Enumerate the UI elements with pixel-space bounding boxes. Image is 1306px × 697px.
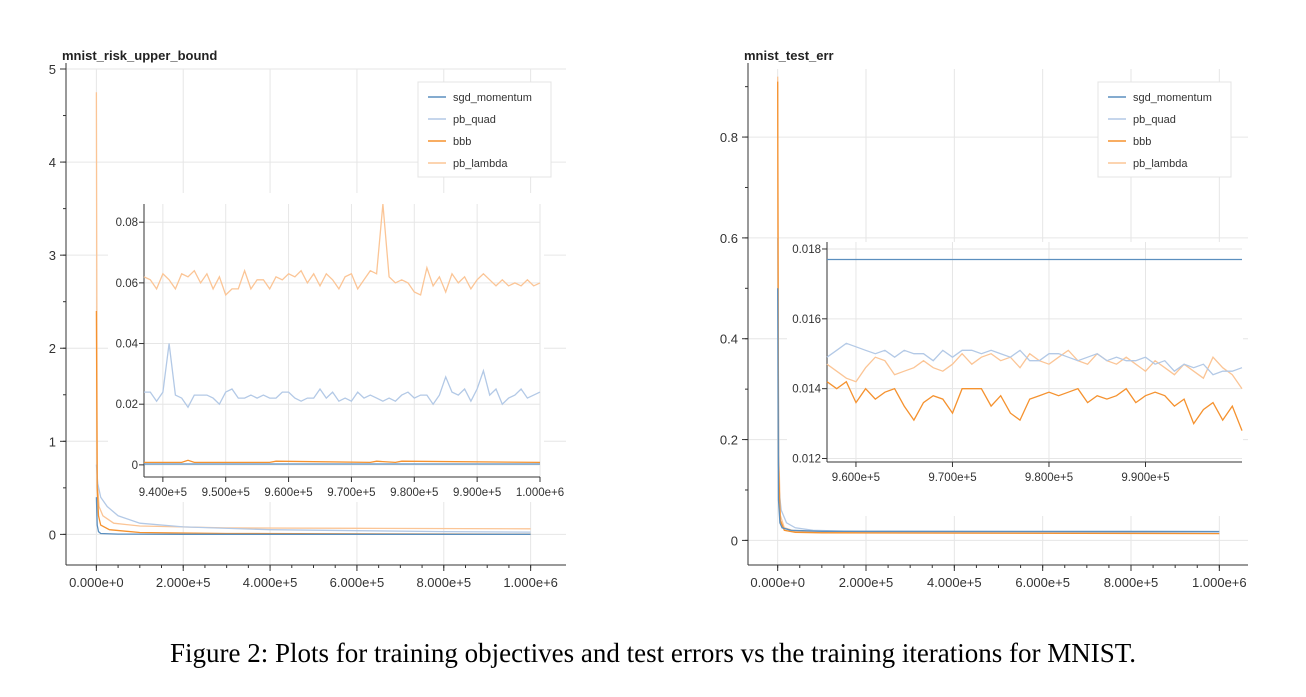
x-tick-label: 2.000e+5: [839, 575, 894, 590]
inset-background: [787, 242, 1243, 516]
inset-x-tick-label: 9.700e+5: [928, 472, 976, 484]
inset-y-tick-label: 0.016: [792, 314, 821, 326]
x-tick-label: 1.000e+6: [1192, 575, 1247, 590]
series-line-sgd_momentum: [95, 497, 531, 535]
x-tick-label: 4.000e+5: [927, 575, 982, 590]
inset-x-tick-label: 9.800e+5: [1025, 472, 1073, 484]
inset-series-line-pb_lambda: [826, 349, 1243, 390]
x-tick-label: 1.000e+6: [503, 575, 558, 590]
inset-x-tick-label: 9.800e+5: [390, 487, 438, 499]
inset-x-tick-label: 9.700e+5: [327, 487, 375, 499]
y-tick-label: 0: [731, 533, 738, 548]
y-tick-label: 0.8: [720, 130, 738, 145]
legend-box: [1097, 81, 1232, 178]
y-tick-label: 1: [49, 434, 56, 449]
y-tick-label: 4: [49, 155, 56, 170]
inset-x-tick-label: 9.500e+5: [202, 487, 250, 499]
inset-y-tick-label: 0.018: [792, 244, 821, 256]
inset-y-tick-label: 0: [132, 460, 138, 472]
inset-y-tick-label: 0.012: [792, 454, 821, 466]
legend-label: bbb: [1133, 136, 1151, 148]
inset-y-tick-label: 0.06: [116, 278, 138, 290]
x-tick-label: 4.000e+5: [243, 575, 298, 590]
inset-x-tick-label: 1.000e+6: [516, 487, 564, 499]
inset-y-tick-label: 0.04: [116, 339, 139, 351]
legend-label: sgd_momentum: [453, 92, 532, 104]
chart-title: mnist_risk_upper_bound: [62, 48, 217, 63]
series-line-sgd_momentum: [777, 288, 1220, 533]
x-tick-label: 0.000e+0: [69, 575, 124, 590]
figure-canvas: mnist_risk_upper_bound 0 1 2 3 4 5 0.000e+0 2.00…: [49, 48, 1248, 590]
legend-label: sgd_momentum: [1133, 92, 1212, 104]
x-tick-label: 2.000e+5: [156, 575, 211, 590]
inset-series-line-pb_quad: [144, 343, 541, 409]
series-line-pb_quad: [95, 464, 531, 533]
y-tick-label: 2: [49, 341, 56, 356]
y-tick-label: 0.4: [720, 332, 738, 347]
inset-y-tick-label: 0.08: [116, 217, 138, 229]
inset-series-line-pb_quad: [826, 342, 1243, 376]
legend-label: bbb: [453, 136, 471, 148]
y-tick-label: 0: [49, 527, 56, 542]
x-tick-label: 8.000e+5: [416, 575, 471, 590]
inset-chart: 0 0.02 0.04 0.06 0.08 9.400e+5 9.500e+5 9.600e+…: [108, 193, 564, 502]
inset-x-tick-label: 9.600e+5: [264, 487, 312, 499]
y-tick-label: 3: [49, 248, 56, 263]
x-tick-label: 0.000e+0: [750, 575, 805, 590]
chart-1: mnist_test_err 0 0.2 0.4 0.6 0.8 0.000e+0 2.000…: [720, 48, 1248, 590]
legend-label: pb_lambda: [453, 158, 508, 170]
inset-x-tick-label: 9.400e+5: [139, 487, 187, 499]
inset-series-line-pb_lambda: [143, 203, 541, 297]
legend-label: pb_lambda: [1133, 158, 1188, 170]
inset-background: [108, 193, 544, 502]
legend-label: pb_quad: [453, 114, 496, 126]
y-tick-label: 0.6: [720, 231, 738, 246]
figure-caption: Figure 2: Plots for training objectives …: [169, 638, 1137, 668]
legend-box: [417, 81, 552, 178]
inset-x-tick-label: 9.900e+5: [1121, 472, 1169, 484]
inset-series-line-bbb: [826, 380, 1243, 431]
inset-y-tick-label: 0.014: [792, 384, 821, 396]
series-line-bbb: [95, 310, 531, 535]
x-tick-label: 6.000e+5: [330, 575, 385, 590]
x-tick-label: 8.000e+5: [1104, 575, 1159, 590]
inset-y-tick-label: 0.02: [116, 399, 138, 411]
y-tick-label: 5: [49, 62, 56, 77]
inset-chart: 0.012 0.014 0.016 0.018 9.600e+5 9.700e+5 9.80…: [787, 242, 1243, 516]
x-tick-label: 6.000e+5: [1015, 575, 1070, 590]
inset-x-tick-label: 9.900e+5: [453, 487, 501, 499]
inset-x-tick-label: 9.600e+5: [832, 472, 880, 484]
inset-series-line-bbb: [144, 459, 541, 464]
y-tick-label: 0.2: [720, 433, 738, 448]
chart-0: mnist_risk_upper_bound 0 1 2 3 4 5 0.000e+0 2.00…: [49, 48, 566, 590]
legend-label: pb_quad: [1133, 114, 1176, 126]
chart-title: mnist_test_err: [744, 48, 834, 63]
